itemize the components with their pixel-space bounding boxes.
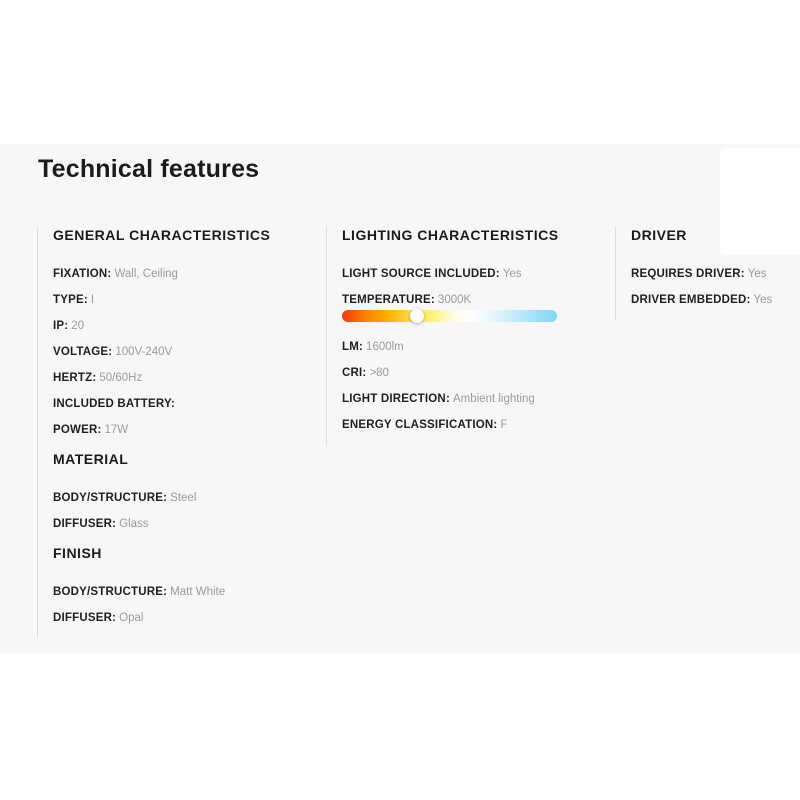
spec-row-hertz: HERTZ: 50/60Hz [53,372,326,384]
spec-row-diffuser: DIFFUSER: Glass [53,518,326,530]
spec-row-body-structure: BODY/STRUCTURE: Steel [53,492,326,504]
spec-row-temperature: TEMPERATURE: 3000K [342,294,615,306]
spec-label: IP: [53,320,69,332]
spec-label: TEMPERATURE: [342,294,435,306]
column-driver: DRIVER REQUIRES DRIVER: Yes DRIVER EMBEDD… [615,227,800,320]
spec-label: FIXATION: [53,268,112,280]
column-lighting: LIGHTING CHARACTERISTICS LIGHT SOURCE IN… [326,227,615,445]
temperature-slider-knob[interactable] [410,309,425,323]
page-title: Technical features [38,155,260,183]
spec-row-power: POWER: 17W [53,424,326,436]
spec-label: CRI: [342,367,367,379]
spec-value: 1600lm [366,341,404,353]
spec-value: 20 [71,320,85,332]
spec-value: Steel [170,492,197,504]
spec-row-type: TYPE: I [53,294,326,306]
spec-value: Yes [753,294,773,306]
spec-value: Yes [747,268,767,280]
spec-value: Glass [119,518,149,530]
spec-value: 3000K [437,294,472,306]
spec-value: F [500,419,508,431]
spec-value: >80 [369,367,389,379]
spec-label: REQUIRES DRIVER: [631,268,745,280]
spec-label: VOLTAGE: [53,346,113,358]
temperature-slider-track[interactable] [342,309,557,323]
corner-white-panel [720,148,800,255]
spec-value: Opal [119,612,144,624]
spec-label: DIFFUSER: [53,518,117,530]
spec-value: Yes [502,268,522,280]
technical-features-band [0,144,800,653]
column-general: GENERAL CHARACTERISTICS FIXATION: Wall, C… [37,227,326,638]
spec-label: INCLUDED BATTERY: [53,398,176,410]
spec-label: HERTZ: [53,372,97,384]
spec-value: I [90,294,95,306]
spec-row-diffuser-finish: DIFFUSER: Opal [53,612,326,624]
spec-label: DRIVER EMBEDDED: [631,294,751,306]
spec-label: BODY/STRUCTURE: [53,492,168,504]
spec-columns: GENERAL CHARACTERISTICS FIXATION: Wall, C… [37,227,800,638]
spec-label: TYPE: [53,294,88,306]
spec-row-light-direction: LIGHT DIRECTION: Ambient lighting [342,393,615,405]
spec-row-fixation: FIXATION: Wall, Ceiling [53,268,326,280]
section-header-lighting: LIGHTING CHARACTERISTICS [342,227,559,243]
spec-row-ip: IP: 20 [53,320,326,332]
spec-row-light-source: LIGHT SOURCE INCLUDED: Yes [342,268,615,280]
spec-value: Wall, Ceiling [114,268,178,280]
spec-label: POWER: [53,424,102,436]
spec-value: 17W [104,424,129,436]
section-header-material: MATERIAL [53,451,129,467]
section-header-finish: FINISH [53,545,102,561]
spec-label: DIFFUSER: [53,612,117,624]
spec-label: ENERGY CLASSIFICATION: [342,419,498,431]
spec-value: Matt White [170,586,226,598]
spec-label: LIGHT SOURCE INCLUDED: [342,268,500,280]
spec-value: 50/60Hz [99,372,143,384]
spec-row-cri: CRI: >80 [342,367,615,379]
spec-value: 100V-240V [115,346,173,358]
spec-row-lm: LM: 1600lm [342,341,615,353]
spec-value: Ambient lighting [452,393,535,405]
spec-label: BODY/STRUCTURE: [53,586,168,598]
spec-row-driver-embedded: DRIVER EMBEDDED: Yes [631,294,800,306]
section-header-driver: DRIVER [631,227,687,243]
spec-label: LIGHT DIRECTION: [342,393,450,405]
spec-row-energy-classification: ENERGY CLASSIFICATION: F [342,419,615,431]
spec-row-requires-driver: REQUIRES DRIVER: Yes [631,268,800,280]
spec-row-body-structure-finish: BODY/STRUCTURE: Matt White [53,586,326,598]
spec-label: LM: [342,341,364,353]
spec-row-voltage: VOLTAGE: 100V-240V [53,346,326,358]
section-header-general: GENERAL CHARACTERISTICS [53,227,271,243]
spec-row-included-battery: INCLUDED BATTERY: [53,398,326,410]
